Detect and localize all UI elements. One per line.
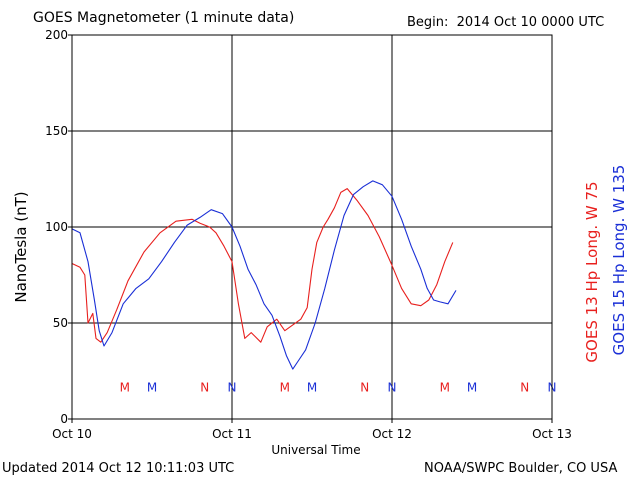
marker-n: N xyxy=(388,380,397,394)
tick-label-x: Oct 12 xyxy=(372,427,412,441)
tick-label-y: 50 xyxy=(53,316,68,330)
marker-n: N xyxy=(200,380,209,394)
axis-ticks: 0 50 100 150 200 Oct 10 Oct 11 Oct 12 Oct 13 xyxy=(45,28,572,441)
x-axis-label: Universal Time xyxy=(271,443,360,457)
marker-n: N xyxy=(520,380,529,394)
plot-frame xyxy=(71,34,553,420)
begin-time: Begin: 2014 Oct 10 0000 UTC xyxy=(407,15,605,30)
marker-m: M xyxy=(120,380,130,394)
tick-label-y: 100 xyxy=(45,220,68,234)
legend-goes15: GOES 15 Hp Long. W 135 xyxy=(610,165,628,356)
chart-title: GOES Magnetometer (1 minute data) xyxy=(33,10,295,26)
credit-text: NOAA/SWPC Boulder, CO USA xyxy=(424,461,618,476)
tick-label-x: Oct 13 xyxy=(532,427,572,441)
updated-timestamp: Updated 2014 Oct 12 10:11:03 UTC xyxy=(2,461,235,476)
tick-label-y: 200 xyxy=(45,28,68,42)
tick-label-x: Oct 10 xyxy=(52,427,92,441)
marker-m: M xyxy=(467,380,477,394)
marker-n: N xyxy=(360,380,369,394)
marker-m: M xyxy=(307,380,317,394)
grid xyxy=(72,35,552,419)
tick-label-y: 150 xyxy=(45,124,68,138)
marker-m: M xyxy=(280,380,290,394)
series-lines xyxy=(71,180,457,370)
tick-label-y: 0 xyxy=(60,412,68,426)
y-axis-label: NanoTesla (nT) xyxy=(12,191,30,302)
tick-label-x: Oct 11 xyxy=(212,427,252,441)
marker-m: M xyxy=(147,380,157,394)
marker-n: N xyxy=(228,380,237,394)
legend-goes13: GOES 13 Hp Long. W 75 xyxy=(583,181,601,362)
series-line-goes15 xyxy=(71,180,457,370)
marker-m: M xyxy=(440,380,450,394)
series-line-goes13 xyxy=(71,188,454,343)
